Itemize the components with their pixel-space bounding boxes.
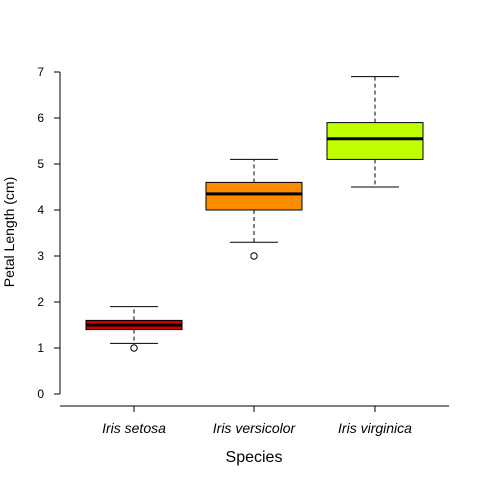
plot-area: 0 1 2 3 4 5 6 7 Iris setosa Iris versicolor Iris v… bbox=[37, 65, 449, 436]
y-tick-label: 5 bbox=[37, 157, 44, 171]
y-tick-label: 2 bbox=[37, 295, 44, 309]
box-2 bbox=[205, 181, 303, 211]
y-axis-title: Petal Length (cm) bbox=[1, 177, 17, 288]
outlier-point bbox=[250, 252, 258, 260]
y-tick-label: 1 bbox=[37, 341, 44, 355]
outlier-point bbox=[130, 344, 138, 352]
y-tick-label: 6 bbox=[37, 111, 44, 125]
y-tick-label: 4 bbox=[37, 203, 44, 217]
y-tick-label: 0 bbox=[37, 387, 44, 401]
box-3 bbox=[326, 122, 424, 160]
x-tick-label: Iris virginica bbox=[338, 420, 412, 436]
x-tick-label: Iris setosa bbox=[102, 420, 166, 436]
y-tick-label: 7 bbox=[37, 65, 44, 79]
y-tick-label: 3 bbox=[37, 249, 44, 263]
x-tick-label: Iris versicolor bbox=[213, 420, 297, 436]
x-axis-title: Species bbox=[226, 449, 283, 466]
